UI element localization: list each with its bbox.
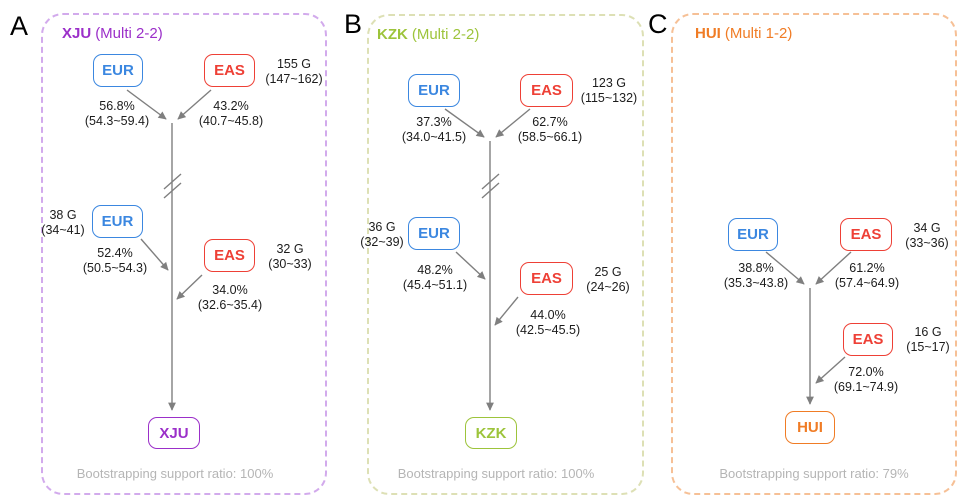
eas-source-node: EAS <box>204 54 255 87</box>
eas-proportion-label: 61.2% (57.4~64.9) <box>823 261 911 291</box>
generation-value: 155 G <box>276 57 312 71</box>
generation-value: 34 G <box>913 221 941 235</box>
proportion-value: 72.0% <box>848 365 884 379</box>
proportion-value: 56.8% <box>99 99 135 113</box>
generation-value: 36 G <box>368 220 396 234</box>
eur-source-node: EUR <box>728 218 778 251</box>
target-population-node: HUI <box>785 411 835 444</box>
generation-ci: (33~36) <box>905 235 949 250</box>
proportion-value: 48.2% <box>417 263 453 277</box>
proportion-value: 34.0% <box>212 283 248 297</box>
eas-pulse-proportion-label: 44.0% (42.5~45.5) <box>503 308 593 338</box>
eas-proportion-label: 43.2% (40.7~45.8) <box>186 99 276 129</box>
generation-value: 38 G <box>49 208 77 222</box>
eas-pulse-node: EAS <box>843 323 893 356</box>
eur-pulse-proportion-label: 48.2% (45.4~51.1) <box>390 263 480 293</box>
eas-proportion-label: 62.7% (58.5~66.1) <box>505 115 595 145</box>
proportion-value: 37.3% <box>416 115 452 129</box>
generation-ci: (115~132) <box>580 90 638 105</box>
proportion-value: 44.0% <box>530 308 566 322</box>
proportion-ci: (40.7~45.8) <box>198 113 264 128</box>
generation-value: 16 G <box>914 325 942 339</box>
eur-source-node: EUR <box>408 74 460 107</box>
generation-value: 25 G <box>594 265 622 279</box>
proportion-ci: (34.0~41.5) <box>401 129 467 144</box>
panel-b-letter: B <box>344 9 363 39</box>
target-population-node: KZK <box>465 417 517 449</box>
population-name: KZK <box>377 26 408 43</box>
eur-pulse-proportion-label: 52.4% (50.5~54.3) <box>70 246 160 276</box>
panel-c-letter: C <box>648 9 668 39</box>
proportion-ci: (50.5~54.3) <box>82 260 148 275</box>
proportion-ci: (54.3~59.4) <box>84 113 150 128</box>
population-name: XJU <box>62 25 92 42</box>
generation-ci: (24~26) <box>586 279 630 294</box>
model-variant: (Multi 1-2) <box>724 25 793 42</box>
eas-pulse-generation-label: 25 G (24~26) <box>578 265 638 295</box>
eas-source-node: EAS <box>840 218 892 251</box>
proportion-ci: (57.4~64.9) <box>834 275 900 290</box>
proportion-value: 62.7% <box>532 115 568 129</box>
model-variant: (Multi 2-2) <box>95 25 163 42</box>
proportion-value: 43.2% <box>213 99 249 113</box>
founding-generation-label: 123 G (115~132) <box>574 76 644 106</box>
proportion-ci: (42.5~45.5) <box>515 322 581 337</box>
eur-pulse-generation-label: 36 G (32~39) <box>352 220 412 250</box>
eas-pulse-proportion-label: 72.0% (69.1~74.9) <box>822 365 910 395</box>
generation-ci: (30~33) <box>268 256 312 271</box>
eas-source-node: EAS <box>520 74 573 107</box>
bootstrap-support-text: Bootstrapping support ratio: 100% <box>76 466 274 481</box>
panel-b-frame <box>367 14 644 495</box>
eur-source-node: EUR <box>93 54 143 87</box>
proportion-value: 61.2% <box>849 261 885 275</box>
eur-proportion-label: 56.8% (54.3~59.4) <box>72 99 162 129</box>
generation-ci: (32~39) <box>360 234 404 249</box>
proportion-ci: (32.6~35.4) <box>197 297 263 312</box>
proportion-ci: (45.4~51.1) <box>402 277 468 292</box>
panel-a-frame <box>41 13 327 495</box>
target-population-node: XJU <box>148 417 200 449</box>
eur-proportion-label: 37.3% (34.0~41.5) <box>389 115 479 145</box>
generation-ci: (147~162) <box>265 71 323 86</box>
founding-generation-label: 155 G (147~162) <box>256 57 332 87</box>
panel-a-title: XJU (Multi 2-2) <box>62 25 163 43</box>
panel-b-title: KZK (Multi 2-2) <box>377 26 480 44</box>
generation-value: 32 G <box>276 242 304 256</box>
eas-pulse-node: EAS <box>520 262 573 295</box>
population-name: HUI <box>695 25 721 42</box>
eas-pulse-proportion-label: 34.0% (32.6~35.4) <box>185 283 275 313</box>
eas-pulse-node: EAS <box>204 239 255 272</box>
eur-pulse-node: EUR <box>92 205 143 238</box>
bootstrap-support-text: Bootstrapping support ratio: 79% <box>719 466 909 481</box>
panel-a-letter: A <box>10 11 29 41</box>
eur-pulse-node: EUR <box>408 217 460 250</box>
eur-pulse-generation-label: 38 G (34~41) <box>33 208 93 238</box>
model-variant: (Multi 2-2) <box>411 26 480 43</box>
founding-generation-label: 34 G (33~36) <box>896 221 958 251</box>
generation-ci: (34~41) <box>41 222 85 237</box>
generation-ci: (15~17) <box>906 339 950 354</box>
proportion-value: 52.4% <box>97 246 133 260</box>
proportion-ci: (35.3~43.8) <box>723 275 789 290</box>
eas-pulse-generation-label: 32 G (30~33) <box>260 242 320 272</box>
proportion-value: 38.8% <box>738 261 774 275</box>
generation-value: 123 G <box>591 76 627 90</box>
proportion-ci: (58.5~66.1) <box>517 129 583 144</box>
eur-proportion-label: 38.8% (35.3~43.8) <box>712 261 800 291</box>
panel-c-frame <box>671 13 957 495</box>
bootstrap-support-text: Bootstrapping support ratio: 100% <box>397 466 595 481</box>
panel-c-title: HUI (Multi 1-2) <box>695 25 793 43</box>
proportion-ci: (69.1~74.9) <box>833 379 899 394</box>
eas-pulse-generation-label: 16 G (15~17) <box>897 325 959 355</box>
